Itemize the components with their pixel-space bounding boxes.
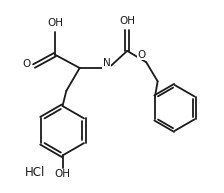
Text: OH: OH [54,169,71,179]
Text: O: O [137,50,146,60]
Text: OH: OH [119,16,135,26]
Text: OH: OH [47,18,63,28]
Text: HCl: HCl [24,166,45,179]
Text: N: N [103,58,111,68]
Text: O: O [22,59,30,69]
